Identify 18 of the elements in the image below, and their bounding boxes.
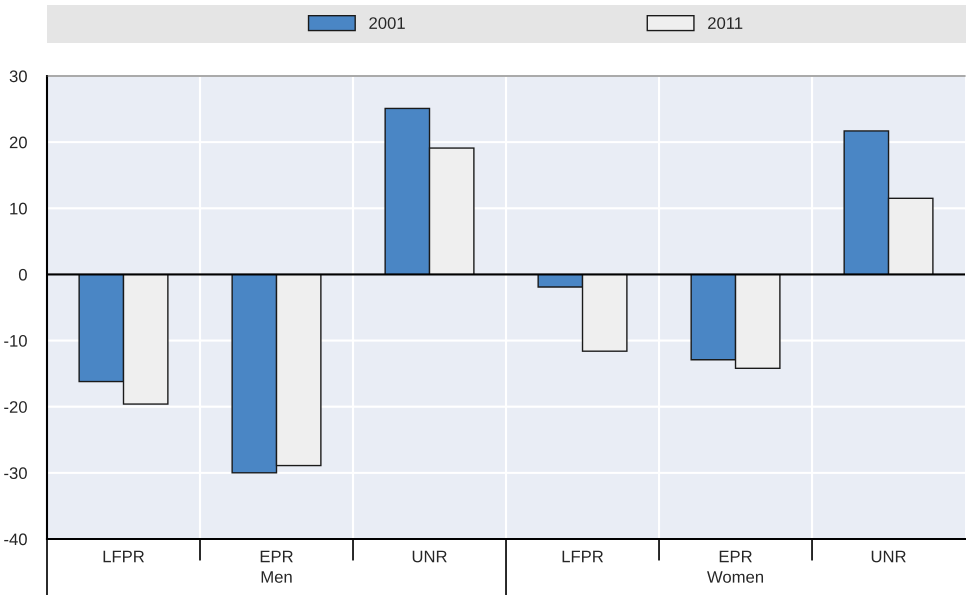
y-tick-label: -10: [4, 334, 27, 347]
text: Men: [262, 571, 292, 583]
y-tick-label: 30: [10, 70, 27, 82]
x-tick-label: EPR: [720, 550, 752, 562]
legend-label: 2001: [369, 17, 405, 30]
y-tick-label: -30: [4, 467, 27, 480]
x-tick-label: UNR: [412, 550, 447, 562]
y-tick-label: -20: [4, 401, 27, 413]
y-tick-label: -40: [4, 533, 27, 546]
y-tick-label: 20: [10, 136, 27, 148]
y-tick-label: 10: [10, 202, 27, 214]
text: Women: [707, 571, 764, 583]
x-tick-label: UNR: [872, 550, 906, 562]
y-tick-label: 0: [18, 268, 27, 281]
x-tick-label: EPR: [260, 550, 293, 562]
legend-label: 2011: [708, 17, 742, 30]
x-tick-label: LFPR: [562, 550, 604, 562]
x-tick-label: LFPR: [104, 550, 144, 562]
